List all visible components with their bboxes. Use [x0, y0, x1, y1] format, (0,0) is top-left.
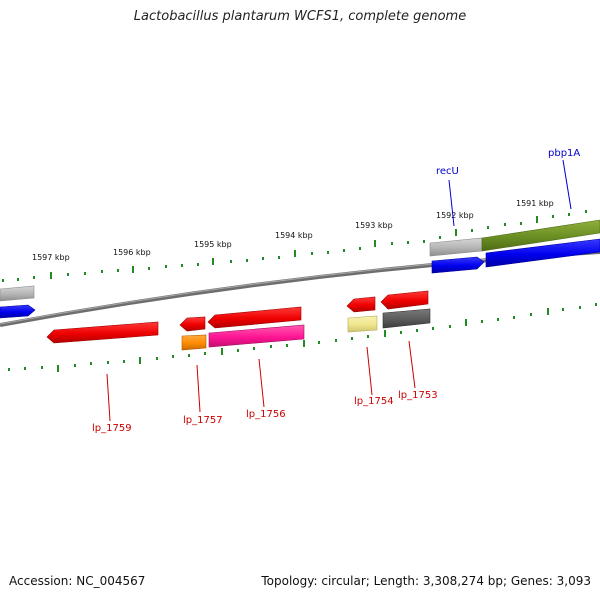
scale-label-1592: 1592 kbp: [436, 211, 474, 220]
scale-label-1593: 1593 kbp: [355, 221, 393, 230]
genome-summary-text: Topology: circular; Length: 3,308,274 bp…: [261, 574, 591, 588]
gene-label-pbp1a[interactable]: pbp1A: [548, 148, 580, 159]
gene-feature-lp-1753-red[interactable]: [380, 290, 429, 310]
scale-labels: 1597 kbp 1596 kbp 1595 kbp 1594 kbp 1593…: [32, 199, 554, 262]
gene-label-lp-1759[interactable]: lp_1759: [92, 423, 132, 434]
gene-feature-lp-1759[interactable]: [46, 321, 159, 344]
gene-label-lp-1753[interactable]: lp_1753: [398, 390, 438, 401]
gene-feature-lp-1757-orange[interactable]: [181, 334, 207, 351]
gene-labels: recU pbp1A lp_1759 lp_1757 lp_1756 lp_17…: [92, 148, 580, 434]
reverse-scale-ticks: [8, 303, 597, 372]
gene-feature-lp-1756-red[interactable]: [207, 306, 302, 329]
leader-lp-1756: [258, 358, 265, 408]
forward-scale-ticks: [2, 210, 587, 282]
leader-lp-1757: [196, 364, 201, 413]
scale-label-1596: 1596 kbp: [113, 248, 151, 257]
gene-feature-lp-1754-khaki[interactable]: [347, 315, 378, 333]
leader-recu: [448, 179, 455, 227]
accession-text: Accession: NC_004567: [9, 574, 146, 588]
gene-feature-gray-left[interactable]: [0, 285, 35, 302]
gene-feature-lp-1754-red[interactable]: [346, 296, 376, 313]
gene-feature-pbp1a-blue[interactable]: [485, 238, 600, 268]
scale-label-1594: 1594 kbp: [275, 231, 313, 240]
forward-strand-genes: [0, 219, 600, 319]
reverse-strand-genes: [46, 290, 431, 351]
leader-lp-1759: [106, 373, 111, 422]
gene-feature-lp-1753-darkgray[interactable]: [382, 308, 431, 329]
scale-label-1591: 1591 kbp: [516, 199, 554, 208]
gene-feature-pbp1a-olive[interactable]: [481, 219, 600, 252]
scale-label-1597: 1597 kbp: [32, 253, 70, 262]
scale-label-1595: 1595 kbp: [194, 240, 232, 249]
leader-pbp1a: [562, 159, 572, 210]
label-leader-lines: [106, 159, 572, 422]
gene-label-lp-1757[interactable]: lp_1757: [183, 415, 223, 426]
gene-label-lp-1754[interactable]: lp_1754: [354, 396, 394, 407]
gene-feature-recu-blue[interactable]: [431, 256, 485, 274]
gene-feature-lp-1757-red[interactable]: [179, 316, 206, 332]
leader-lp-1753: [408, 340, 416, 389]
leader-lp-1754: [366, 346, 373, 396]
gene-feature-recu-gray[interactable]: [429, 237, 483, 257]
gene-feature-lp-1756-magenta[interactable]: [208, 324, 305, 348]
gene-feature-blue-left[interactable]: [0, 304, 36, 319]
gene-label-recu[interactable]: recU: [436, 166, 459, 177]
genome-title: Lactobacillus plantarum WCFS1, complete …: [133, 9, 467, 24]
gene-label-lp-1756[interactable]: lp_1756: [246, 409, 286, 420]
